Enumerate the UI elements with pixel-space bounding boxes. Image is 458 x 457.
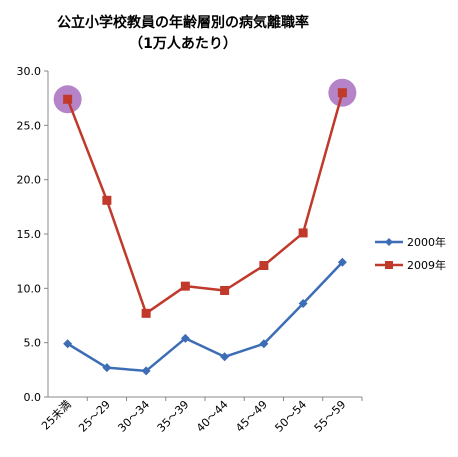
data-point-2 [259, 261, 269, 271]
chart-title: 公立小学校教員の年齢層別の病気離職率 [57, 14, 309, 31]
y-tick-label: 5.0 [24, 337, 42, 350]
x-tick-label: 35～39 [155, 398, 192, 435]
data-point-2 [337, 88, 347, 98]
data-point-1 [337, 257, 347, 267]
legend: 2000年 2009年 [375, 235, 446, 272]
data-point-2 [180, 281, 190, 291]
data-point-1 [141, 366, 151, 376]
series-layer [63, 88, 347, 376]
data-point-1 [102, 363, 112, 373]
x-tick-label: 25～29 [76, 398, 113, 435]
data-point-2 [298, 228, 308, 238]
x-tick-label: 45～49 [233, 398, 270, 435]
highlight-markers [53, 78, 357, 114]
data-point-2 [102, 195, 112, 205]
series-line-2 [66, 92, 344, 315]
legend-marker-2 [385, 261, 393, 269]
y-tick-label: 10.0 [17, 282, 42, 295]
chart-subtitle: （1万人あたり） [129, 35, 237, 52]
x-tick-label: 50～54 [272, 398, 309, 435]
y-tick-label: 30.0 [17, 65, 42, 78]
legend-label-1: 2000年 [407, 235, 446, 249]
data-point-1 [180, 333, 190, 343]
y-tick-label: 15.0 [17, 228, 42, 241]
data-point-1 [298, 299, 308, 309]
data-point-2 [63, 94, 73, 104]
data-point-1 [220, 352, 230, 362]
x-tick-label: 55～59 [312, 398, 349, 435]
data-point-1 [259, 339, 269, 349]
y-tick-label: 20.0 [17, 174, 42, 187]
data-point-2 [141, 308, 151, 318]
y-tick-label: 0.0 [24, 391, 42, 404]
x-tick-label: 40～44 [194, 398, 231, 435]
legend-marker-1 [385, 238, 393, 246]
series-line-1 [66, 261, 344, 373]
legend-label-2: 2009年 [407, 258, 446, 272]
x-tick-label: 25未満 [39, 398, 74, 433]
data-point-1 [63, 339, 73, 349]
x-tick-label: 30～34 [115, 398, 152, 435]
data-point-2 [220, 286, 230, 296]
y-tick-label: 25.0 [17, 119, 42, 132]
axes: 0.0 5.0 10.0 15.0 20.0 25.0 30.0 25未満 25～29 30～34… [17, 65, 363, 435]
